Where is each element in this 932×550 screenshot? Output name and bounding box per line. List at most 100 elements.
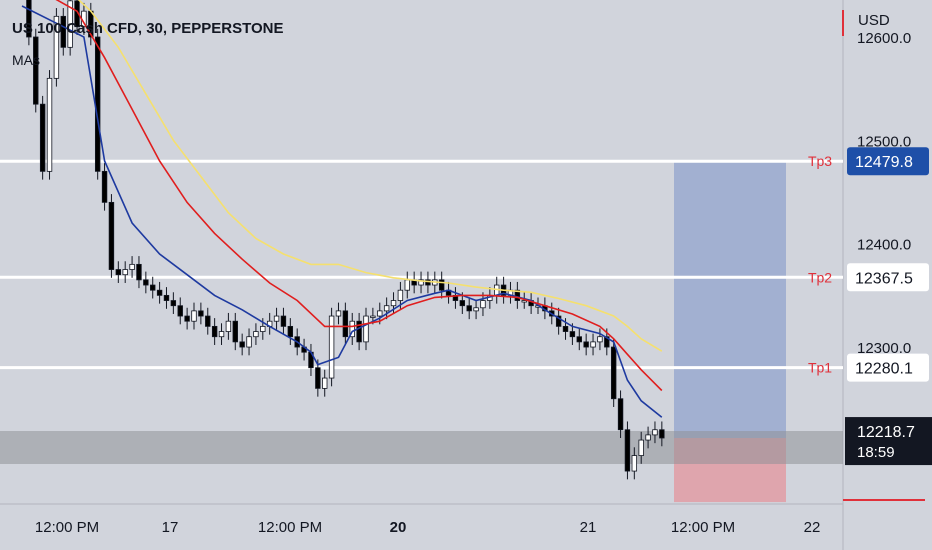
- candle: [53, 15, 60, 79]
- price-tag: [847, 353, 929, 382]
- candle: [604, 336, 610, 348]
- candle: [101, 170, 108, 203]
- candle: [67, 0, 73, 48]
- candle: [39, 103, 46, 172]
- candle: [521, 300, 527, 303]
- moving-average-line: [21, 5, 663, 418]
- price-tag-value: 12280.1: [855, 361, 913, 378]
- candle: [466, 305, 472, 312]
- moving-average-line: [55, 0, 663, 392]
- candle: [363, 315, 369, 343]
- candle: [459, 300, 466, 307]
- x-tick-label: 12:00 PM: [35, 519, 99, 536]
- candle: [280, 315, 287, 327]
- candle: [322, 377, 328, 389]
- candle: [569, 331, 576, 338]
- candle: [390, 300, 397, 307]
- candle: [191, 310, 197, 322]
- candle: [273, 315, 280, 322]
- candle: [33, 36, 39, 105]
- candle: [562, 325, 569, 332]
- candle: [610, 346, 617, 400]
- candle: [425, 279, 431, 286]
- indicator-label[interactable]: MAs: [12, 52, 40, 68]
- candle: [617, 398, 624, 431]
- moving-average-line: [77, 0, 663, 352]
- price-tag: [847, 263, 929, 292]
- currency-label: USD: [858, 12, 890, 29]
- candle: [205, 315, 211, 327]
- candle: [163, 294, 170, 301]
- candle: [211, 325, 218, 338]
- candle: [287, 325, 294, 338]
- entry-zone-band: [0, 431, 843, 464]
- candle: [246, 336, 252, 348]
- candle: [555, 315, 562, 327]
- candle: [218, 331, 225, 338]
- candle: [659, 429, 665, 439]
- chart-title: US 100 Cash CFD, 30, PEPPERSTONE: [12, 20, 284, 37]
- candle: [349, 320, 355, 338]
- candle: [370, 315, 376, 318]
- candle: [150, 284, 156, 291]
- y-tick-label: 12300.0: [857, 340, 911, 357]
- candle: [328, 315, 335, 379]
- candle: [60, 15, 66, 48]
- candle: [383, 305, 390, 312]
- candle: [576, 336, 582, 343]
- x-tick-label: 12:00 PM: [671, 519, 735, 536]
- x-tick-label: 12:00 PM: [258, 519, 322, 536]
- candle: [638, 439, 644, 456]
- y-tick-label: 12400.0: [857, 237, 911, 254]
- bar-countdown: 18:59: [857, 444, 895, 461]
- last-price-tag: [845, 417, 932, 466]
- candle: [342, 310, 349, 338]
- y-tick-label: 12500.0: [857, 133, 911, 150]
- candle: [177, 305, 183, 317]
- candle: [645, 434, 651, 441]
- candle: [590, 341, 596, 348]
- candle: [631, 455, 638, 472]
- candle: [335, 310, 342, 317]
- x-tick-label: 21: [580, 519, 597, 536]
- price-tag-value: 12479.8: [855, 154, 913, 171]
- level-label: Tp3: [808, 153, 832, 169]
- candle: [46, 77, 53, 172]
- candle: [315, 367, 321, 389]
- candle: [438, 279, 445, 291]
- candle: [624, 429, 631, 472]
- candle: [136, 263, 142, 281]
- candle: [480, 300, 486, 309]
- level-label: Tp1: [808, 360, 832, 376]
- candle: [94, 36, 101, 172]
- candle: [122, 269, 128, 276]
- price-tag-value: 12367.5: [855, 270, 913, 287]
- candle: [156, 289, 163, 296]
- candle: [404, 279, 410, 291]
- candle: [184, 315, 190, 322]
- candle: [225, 320, 232, 332]
- price-tag: [847, 147, 929, 176]
- y-tick-label: 12600.0: [857, 30, 911, 47]
- candle: [170, 300, 177, 307]
- candle: [597, 336, 603, 343]
- x-tick-label: 17: [162, 519, 179, 536]
- candle: [129, 263, 135, 270]
- candle: [356, 320, 362, 343]
- candle: [115, 269, 122, 276]
- candle: [473, 307, 479, 312]
- target-zone[interactable]: [674, 161, 786, 438]
- x-tick-label: 22: [804, 519, 821, 536]
- last-price-value: 12218.7: [857, 424, 915, 441]
- candle: [260, 325, 266, 332]
- candle: [652, 429, 658, 436]
- level-label: Tp2: [808, 269, 832, 285]
- candle: [583, 341, 589, 348]
- candle: [514, 289, 521, 301]
- candle: [418, 279, 424, 286]
- candle: [232, 320, 238, 343]
- x-tick-label: 20: [390, 519, 407, 536]
- candle: [198, 310, 204, 317]
